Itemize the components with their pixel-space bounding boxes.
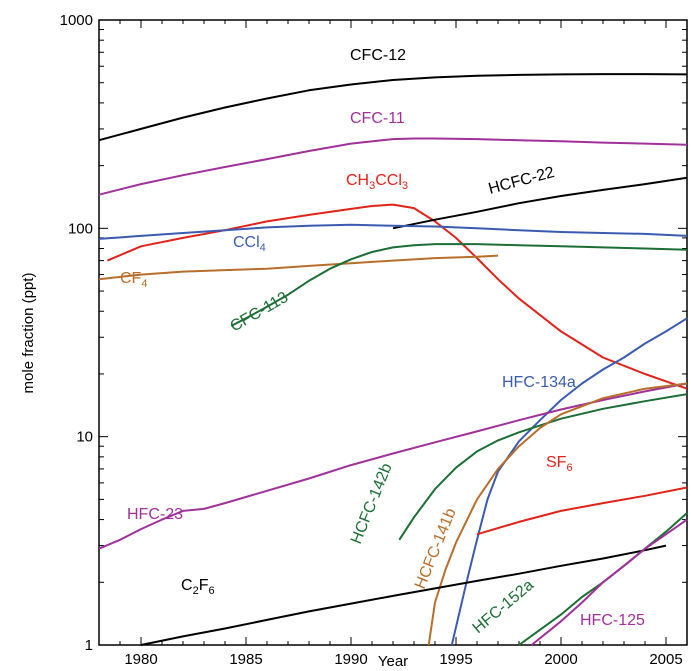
series-label-hfc-125: HFC-125 bbox=[580, 612, 645, 629]
x-tick-label: 1985 bbox=[229, 651, 262, 668]
series-line-hcfc-141b bbox=[427, 382, 688, 646]
series-label-hfc-134a: HFC-134a bbox=[502, 374, 576, 391]
series-label-sf6: SF6 bbox=[546, 454, 573, 474]
series-line-hfc-23 bbox=[98, 382, 688, 550]
y-tick-label: 1000 bbox=[60, 12, 93, 29]
series-line-cfc-113 bbox=[230, 243, 688, 327]
x-axis-title: Year bbox=[378, 653, 408, 670]
series-label-ccl4: CCl4 bbox=[233, 234, 266, 254]
series-line-hcfc-142b bbox=[398, 393, 688, 541]
series-line-cfc-11 bbox=[98, 137, 688, 196]
series-lines bbox=[98, 73, 688, 646]
series-line-ccl4 bbox=[98, 223, 688, 240]
series-line-cfc-12 bbox=[98, 73, 688, 142]
series-label-hfc-152a: HFC-152a bbox=[470, 577, 538, 638]
y-tick-label: 1 bbox=[85, 637, 93, 654]
y-tick-label: 10 bbox=[76, 429, 93, 446]
series-label-hcfc-22: HCFC-22 bbox=[487, 164, 557, 198]
x-tick-label: 1990 bbox=[334, 651, 367, 668]
series-label-cfc-113: CFC-113 bbox=[228, 289, 292, 336]
series-label-cf4: CF4 bbox=[120, 270, 147, 290]
y-tick-label: 100 bbox=[68, 220, 93, 237]
series-label-ch3ccl3: CH3CCl3 bbox=[346, 172, 408, 192]
axis-ticks bbox=[98, 20, 688, 646]
x-tick-label: 1995 bbox=[439, 651, 472, 668]
series-line-sf6 bbox=[476, 486, 688, 536]
series-line-hcfc-22 bbox=[392, 176, 688, 230]
axis-tick-labels: 1980 1985 1990 1995 2000 2005 1 10 100 1000 bbox=[60, 12, 683, 668]
series-line-c2f6 bbox=[140, 544, 667, 646]
y-axis-title: mole fraction (ppt) bbox=[20, 273, 37, 394]
series-line-cf4 bbox=[98, 254, 499, 281]
series-label-cfc-12: CFC-12 bbox=[350, 47, 406, 64]
x-tick-label: 1980 bbox=[124, 651, 157, 668]
series-labels: CFC-12 CFC-11 CH3CCl3 HCFC-22 CCl4 CF4 CFC-113… bbox=[120, 47, 645, 637]
series-line-hfc-134a bbox=[450, 317, 688, 646]
series-label-hfc-23: HFC-23 bbox=[127, 506, 183, 523]
series-label-hcfc-141b: HCFC-141b bbox=[412, 506, 460, 592]
x-tick-label: 2000 bbox=[544, 651, 577, 668]
series-label-c2f6: C2F6 bbox=[181, 577, 215, 597]
x-tick-label: 2005 bbox=[649, 651, 682, 668]
series-label-cfc-11: CFC-11 bbox=[350, 110, 405, 127]
series-line-hfc-125 bbox=[530, 518, 688, 646]
series-label-hcfc-142b: HCFC-142b bbox=[348, 461, 396, 547]
